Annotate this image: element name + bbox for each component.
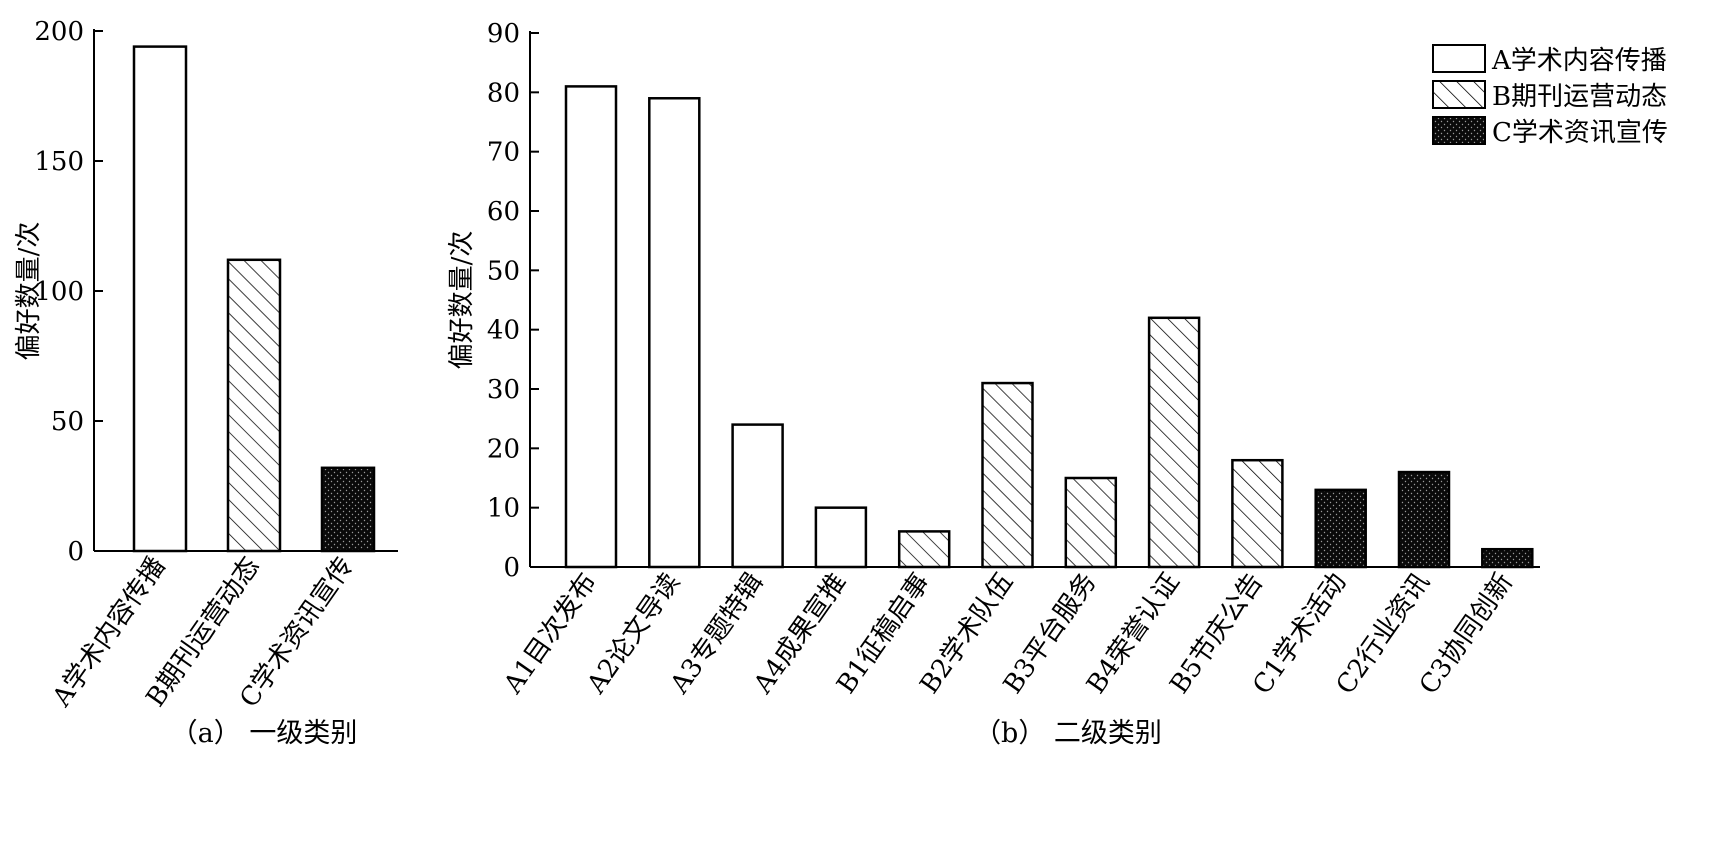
chart-b-bar-a (814, 506, 868, 569)
chart-b-bar-b (981, 381, 1034, 569)
chart-b-bar-b (1231, 458, 1284, 569)
chart-b-y-tick-label: 50 (487, 256, 520, 286)
chart-a-primary-categories: 050100150200偏好数量/次A学术内容传播B期刊运营动态C学术资讯宣传（… (14, 17, 398, 749)
chart-a-y-tick-label: 200 (34, 17, 84, 47)
chart-b-bar-c (1397, 470, 1451, 569)
chart-b-y-tick-label: 80 (487, 78, 520, 108)
chart-b-y-tick-label: 20 (487, 434, 520, 464)
chart-b-bar-a (648, 97, 701, 569)
chart-a-y-axis-title: 偏好数量/次 (14, 222, 44, 361)
chart-a-bar-c (320, 466, 376, 553)
chart-b-bar-c (1481, 547, 1534, 569)
legend-swatch-b (1432, 80, 1486, 109)
chart-b-y-tick-label: 40 (487, 316, 520, 346)
chart-a-bar-a (132, 45, 188, 553)
chart-a-bar-b (226, 258, 282, 553)
chart-b-y-tick-label: 60 (487, 197, 520, 227)
legend-label-c: C学术资讯宣传 (1492, 118, 1668, 148)
chart-b-bar-b (1064, 476, 1118, 569)
chart-a-y-tick-label: 50 (51, 407, 84, 437)
chart-b-bar-b (897, 530, 951, 569)
chart-b-bar-b (1147, 316, 1201, 569)
chart-a-y-tick-label: 150 (34, 147, 84, 177)
legend: A学术内容传播 B期刊运营动态 C学术资讯宣传 (1432, 44, 1668, 148)
chart-b-y-tick-label: 0 (503, 553, 520, 583)
chart-b-secondary-categories: 0102030405060708090偏好数量/次A1目次发布A2论文导读A3专… (447, 19, 1668, 749)
chart-b-bar-a (564, 85, 618, 569)
legend-swatch-a (1432, 44, 1486, 73)
chart-b-y-tick-label: 30 (487, 375, 520, 405)
chart-a-caption: （a） 一级类别 (171, 718, 358, 749)
chart-a-y-tick-label: 0 (67, 537, 84, 567)
chart-b-caption: （b） 二级类别 (974, 718, 1162, 749)
chart-b-y-tick-label: 70 (487, 138, 520, 168)
chart-b-bar-c (1314, 488, 1367, 569)
chart-b-y-tick-label: 90 (487, 19, 520, 49)
legend-label-b: B期刊运营动态 (1492, 82, 1667, 112)
chart-b-y-tick-label: 10 (487, 494, 520, 524)
chart-b-bar-a (731, 423, 784, 569)
legend-label-a: A学术内容传播 (1491, 46, 1667, 76)
legend-swatch-c (1432, 116, 1486, 145)
chart-b-y-axis-title: 偏好数量/次 (447, 231, 477, 370)
chart-a-y-tick-label: 100 (34, 277, 84, 307)
